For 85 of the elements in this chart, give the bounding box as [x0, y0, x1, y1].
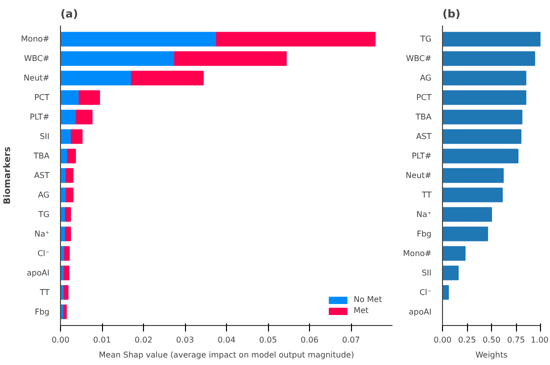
legend-label: Met: [354, 306, 370, 315]
y-tick-label: TT: [420, 190, 432, 200]
bar: [442, 110, 522, 124]
bar: [60, 51, 176, 66]
bar: [60, 129, 72, 144]
x-tick-label: 0.07: [342, 336, 360, 344]
bar: [67, 148, 76, 164]
y-tick-label: Na⁺: [34, 229, 50, 238]
legend-label: No Met: [354, 295, 382, 304]
y-tick-label: SII: [40, 132, 50, 142]
bar: [442, 266, 459, 280]
y-tick-label: Fbg: [34, 307, 50, 316]
x-tick-label: 0.06: [300, 336, 318, 344]
x-tick-label: 0.00: [434, 336, 452, 344]
y-tick-label: PLT#: [412, 152, 432, 161]
x-tick-label: 0.00: [52, 336, 70, 344]
x-tick-label: 0.05: [259, 336, 277, 344]
bar: [130, 70, 204, 86]
bar: [60, 90, 80, 105]
x-tick-label: 0.50: [482, 336, 500, 344]
bar: [70, 129, 83, 144]
bar: [442, 226, 488, 242]
y-tick-label: WBC#: [406, 54, 432, 64]
x-tick-label: 0.04: [218, 336, 236, 344]
x-tick-label: 1.00: [530, 336, 548, 344]
bar: [64, 207, 71, 222]
y-tick-label: AST: [416, 132, 432, 142]
bar: [63, 304, 67, 320]
y-tick-label: SII: [422, 268, 432, 278]
bar: [442, 207, 492, 222]
y-tick-label: TBA: [32, 152, 50, 161]
bar: [442, 70, 526, 86]
x-tick-label: 0.01: [93, 336, 111, 344]
y-tick-label: TG: [419, 34, 432, 44]
bar: [442, 148, 518, 164]
x-tick-label: 0.03: [176, 336, 194, 344]
y-axis-title: Biomarkers: [3, 146, 14, 204]
bar: [442, 90, 526, 105]
y-tick-label: AG: [38, 190, 50, 200]
bar: [64, 246, 70, 261]
bar: [442, 168, 504, 183]
bar: [66, 168, 74, 183]
y-tick-label: PLT#: [30, 112, 50, 122]
bar: [442, 246, 466, 261]
y-tick-label: TG: [37, 210, 50, 219]
bar: [174, 51, 287, 66]
bar: [76, 110, 93, 124]
bar: [66, 188, 74, 202]
y-tick-label: Neut#: [406, 171, 432, 180]
y-tick-label: PCT: [416, 93, 432, 102]
bar: [442, 188, 503, 202]
y-tick-label: apoAI: [26, 268, 50, 278]
y-tick-label: Neut#: [24, 74, 50, 83]
y-tick-label: Cl⁻: [37, 248, 50, 258]
y-tick-label: Cl⁻: [419, 288, 432, 297]
y-tick-label: Mono#: [403, 248, 432, 258]
x-axis-title: Weights: [475, 350, 508, 360]
x-axis-title: Mean Shap value (average impact on model output magnitude): [98, 350, 354, 360]
y-tick-label: TT: [38, 288, 50, 297]
y-tick-label: AG: [420, 74, 432, 83]
bar: [216, 32, 376, 46]
bar: [64, 226, 71, 242]
y-tick-label: Fbg: [416, 229, 432, 238]
bar: [442, 285, 449, 300]
bar: [64, 285, 68, 300]
bar: [442, 32, 540, 46]
y-tick-label: TBA: [414, 112, 432, 122]
y-tick-label: AST: [34, 171, 50, 180]
y-tick-label: Na⁺: [416, 210, 432, 219]
x-tick-label: 0.02: [134, 336, 152, 344]
bar: [78, 90, 100, 105]
y-tick-label: PCT: [34, 93, 50, 102]
x-tick-label: 0.25: [458, 336, 476, 344]
bar: [60, 70, 132, 86]
x-tick-label: 0.75: [507, 336, 525, 344]
y-tick-label: Mono#: [21, 34, 50, 44]
chart-title: (b): [442, 8, 460, 20]
chart-title: (a): [60, 8, 78, 20]
bar: [442, 51, 536, 66]
bar: [60, 110, 77, 124]
y-tick-label: WBC#: [24, 54, 50, 64]
bar: [64, 266, 70, 280]
bar: [442, 129, 522, 144]
bar: [60, 32, 218, 46]
y-tick-label: apoAI: [408, 307, 432, 316]
